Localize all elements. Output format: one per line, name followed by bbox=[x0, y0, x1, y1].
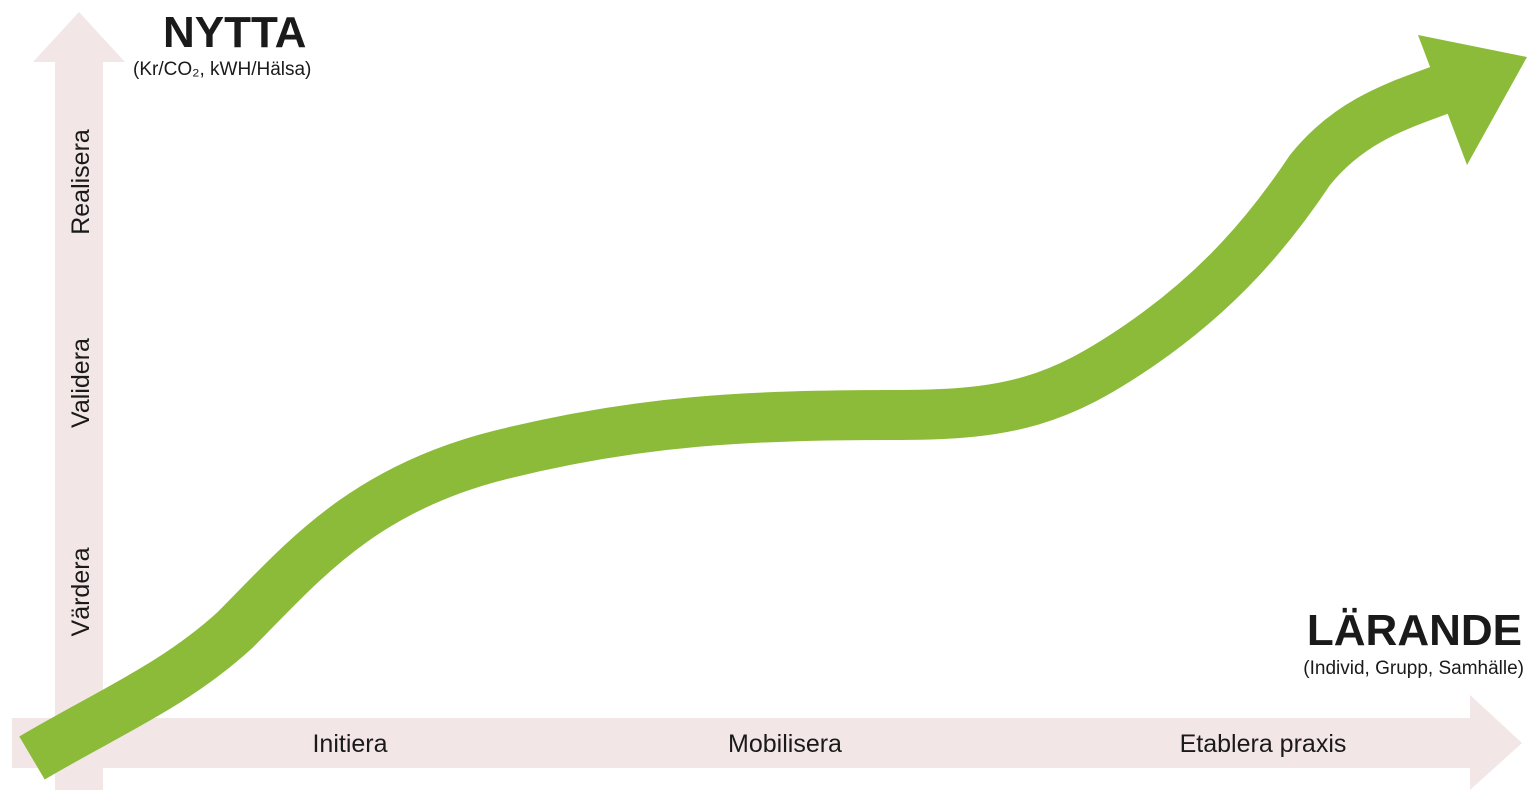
growth-curve-arrowhead bbox=[1418, 35, 1527, 165]
x-stage-mobilisera: Mobilisera bbox=[728, 730, 842, 758]
y-stage-validera: Validera bbox=[67, 338, 95, 428]
x-axis-title: LÄRANDE bbox=[1307, 606, 1522, 655]
y-axis-arrow bbox=[33, 12, 125, 790]
y-axis-subtitle: (Kr/CO₂, kWH/Hälsa) bbox=[133, 59, 311, 80]
x-stage-etablera-praxis: Etablera praxis bbox=[1180, 730, 1347, 758]
growth-curve bbox=[19, 66, 1449, 780]
y-axis-title: NYTTA bbox=[163, 8, 306, 57]
x-axis-subtitle: (Individ, Grupp, Samhälle) bbox=[1303, 658, 1524, 679]
y-stage-vardera: Värdera bbox=[67, 547, 95, 636]
y-stage-realisera: Realisera bbox=[67, 129, 95, 235]
x-stage-initiera: Initiera bbox=[312, 730, 387, 758]
x-axis-arrow bbox=[12, 695, 1522, 790]
